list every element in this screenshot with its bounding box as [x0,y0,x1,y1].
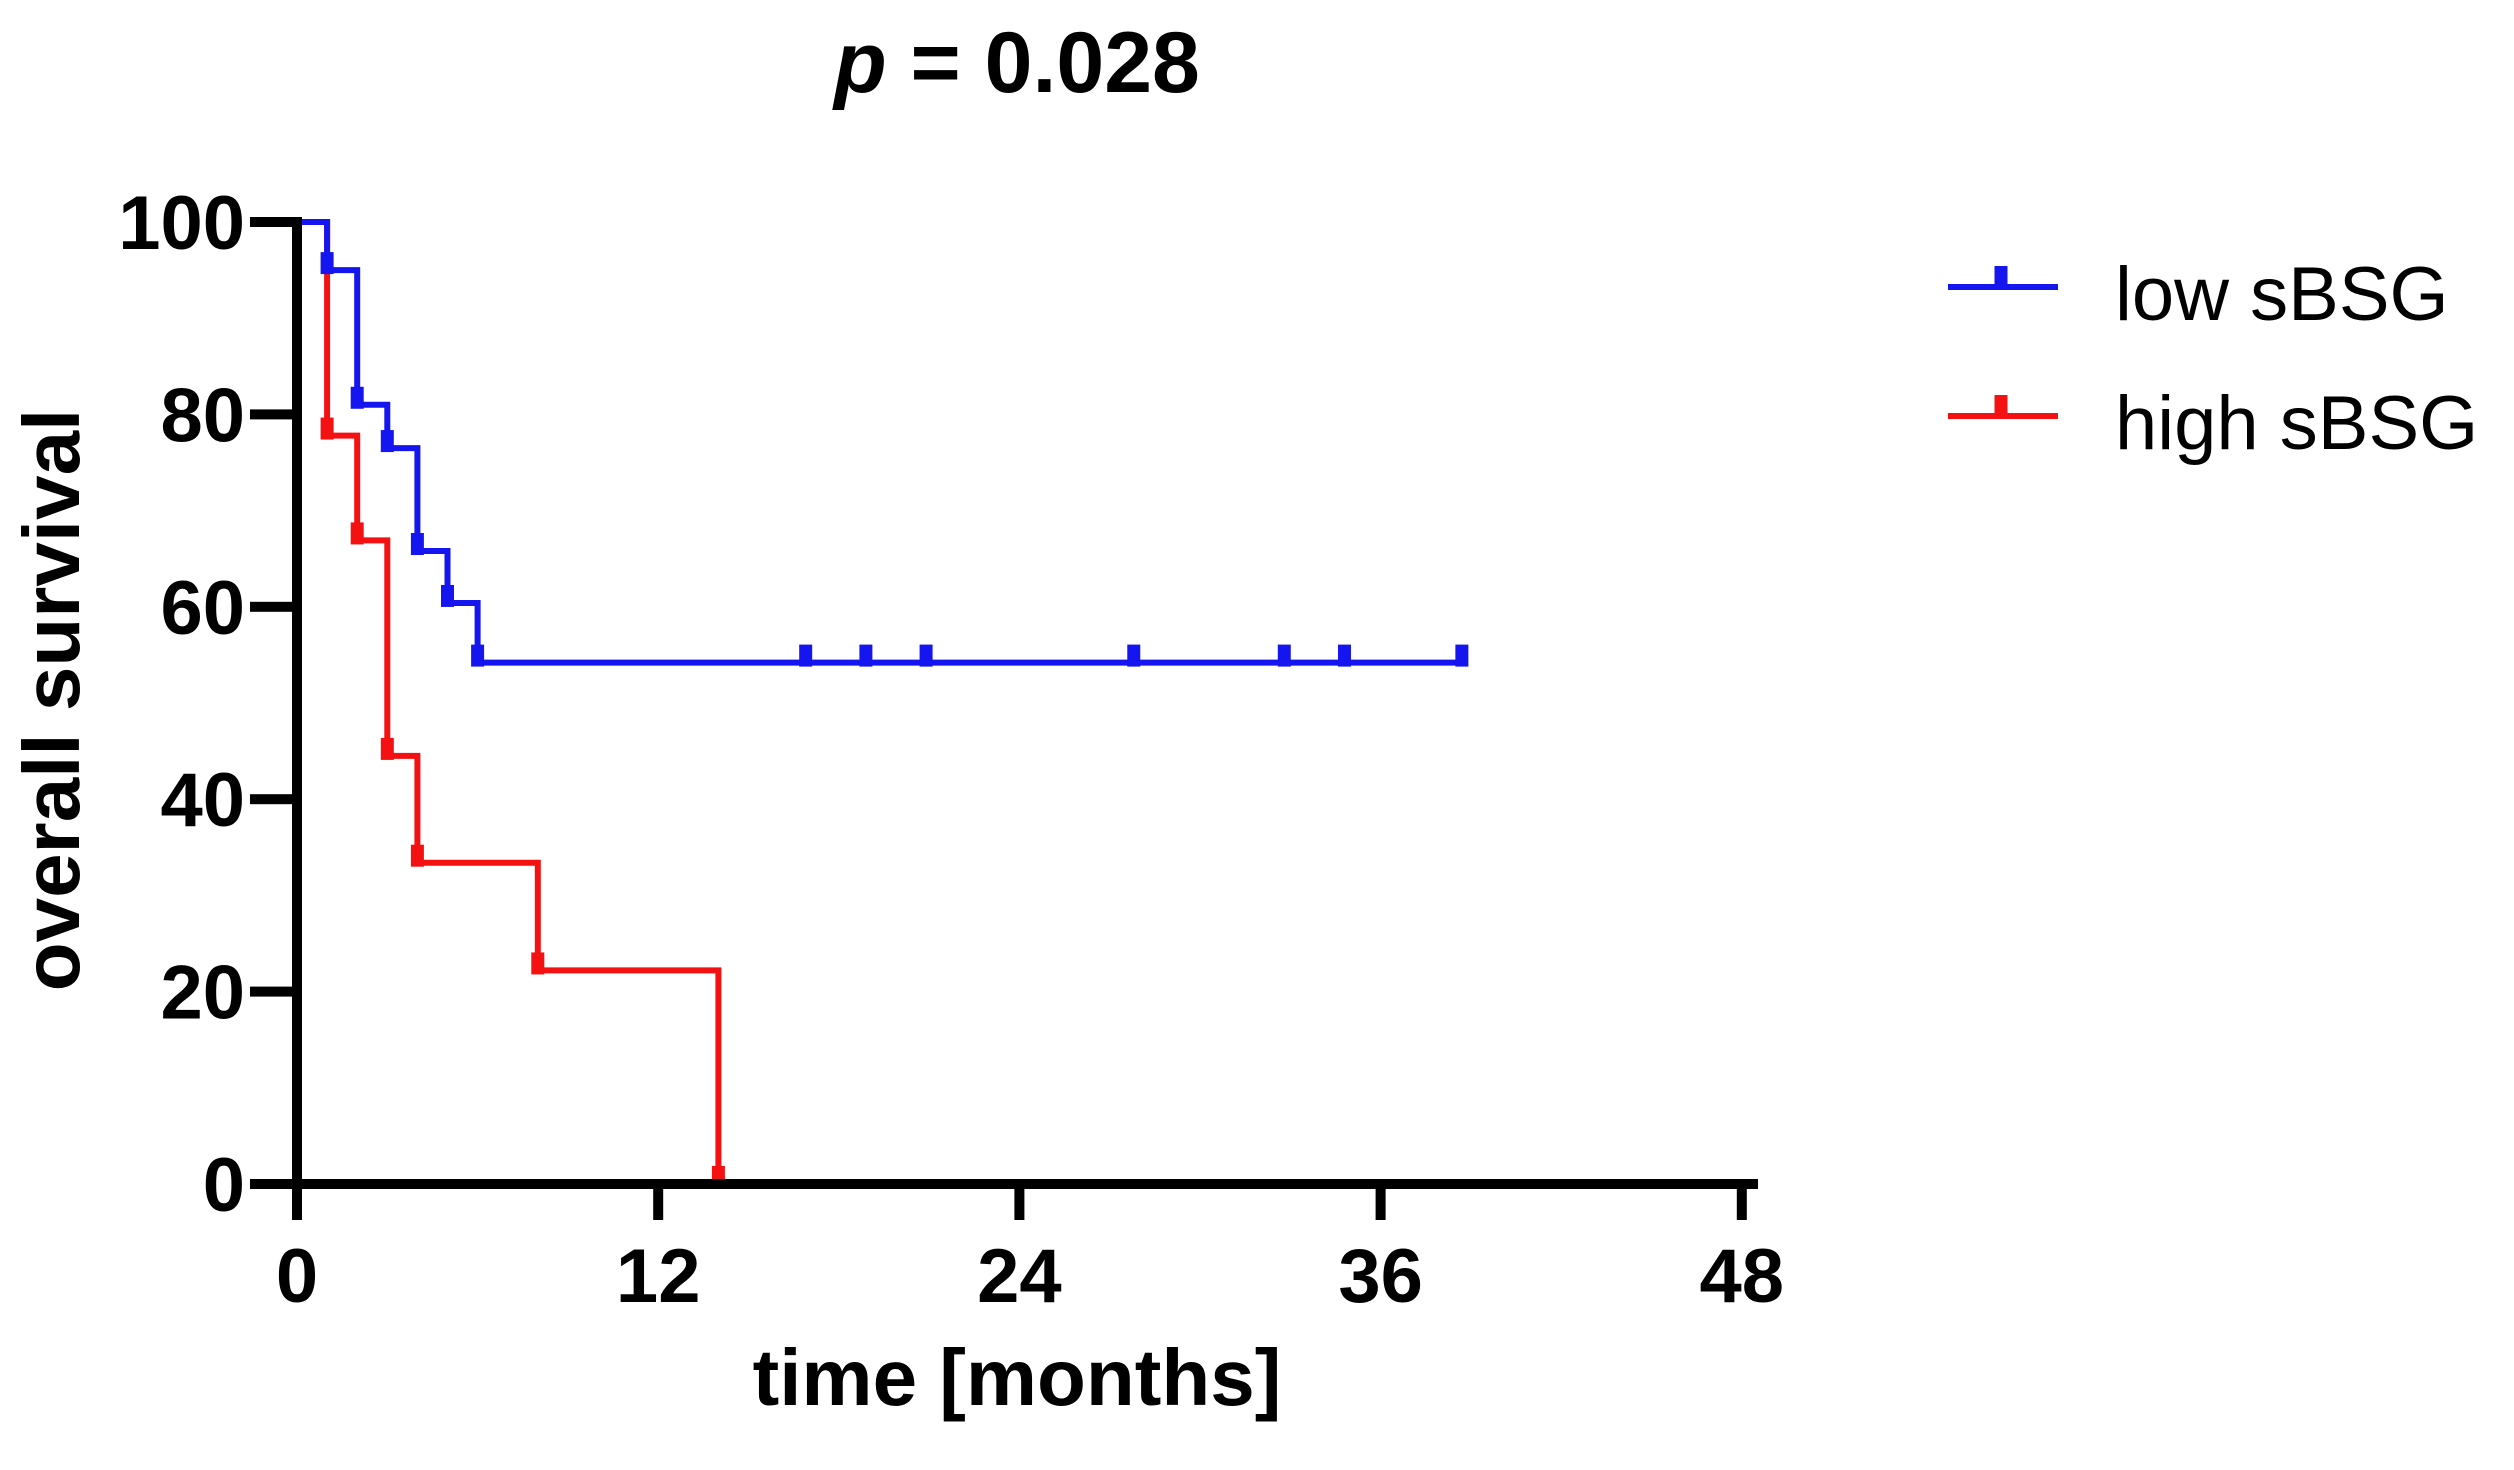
x-tick-label: 48 [1700,1234,1785,1319]
censor-tick-low-sbsg [1455,644,1469,667]
y-tick-mark [250,409,292,420]
censor-tick-low-sbsg [1277,644,1291,667]
censor-tick-low-sbsg [859,644,873,667]
x-axis-line [292,1179,1758,1189]
y-tick-mark [250,217,292,227]
chart-title: p = 0.028 [292,14,1742,113]
y-tick-mark [250,601,292,612]
legend-label-low-sbsg: low sBSG [2115,252,2449,337]
event-tick-low-sbsg [441,584,454,607]
y-axis-title: overall survival [7,408,96,992]
censor-tick-low-sbsg [919,644,933,667]
x-tick-mark [653,1189,664,1220]
event-tick-high-sbsg [320,417,334,440]
x-tick-label: 0 [276,1234,318,1319]
x-tick-mark [1014,1189,1025,1220]
x-tick-mark [1736,1189,1747,1220]
y-tick-mark [250,1179,292,1189]
event-tick-low-sbsg [410,533,424,556]
x-tick-mark [1375,1189,1386,1220]
survival-curve-high-sbsg [297,219,722,1184]
y-tick-label: 0 [203,1143,245,1228]
x-axis-title: time [months] [752,1333,1282,1422]
event-tick-high-sbsg [410,844,424,867]
legend-label-high-sbsg: high sBSG [2115,381,2478,466]
y-tick-label: 40 [160,758,245,843]
y-tick-label: 80 [160,373,245,458]
event-tick-high-sbsg [350,522,364,545]
y-tick-label: 60 [160,566,245,651]
event-tick-low-sbsg [350,386,364,409]
censor-tick-low-sbsg [799,644,813,667]
survival-curve-low-sbsg [297,219,1468,666]
event-tick-low-sbsg [320,252,334,275]
event-tick-low-sbsg [380,430,394,453]
x-tick-label: 12 [616,1234,701,1319]
censor-tick-low-sbsg [1127,644,1141,667]
legend-censor-tick-low-sbsg [1994,266,2008,290]
x-tick-mark [292,1189,302,1220]
event-tick-low-sbsg [471,644,485,667]
y-tick-mark [250,986,292,997]
event-tick-high-sbsg [531,952,545,975]
y-tick-mark [250,794,292,805]
p-symbol: p [834,15,887,111]
censor-tick-low-sbsg [1337,644,1351,667]
p-value-text: = 0.028 [886,15,1200,111]
y-tick-label: 100 [118,181,245,266]
y-axis-line [292,217,302,1189]
x-tick-label: 36 [1338,1234,1423,1319]
y-tick-label: 20 [160,951,245,1036]
legend-censor-tick-high-sbsg [1994,395,2008,419]
x-tick-label: 24 [977,1234,1062,1319]
event-tick-high-sbsg [380,737,394,760]
